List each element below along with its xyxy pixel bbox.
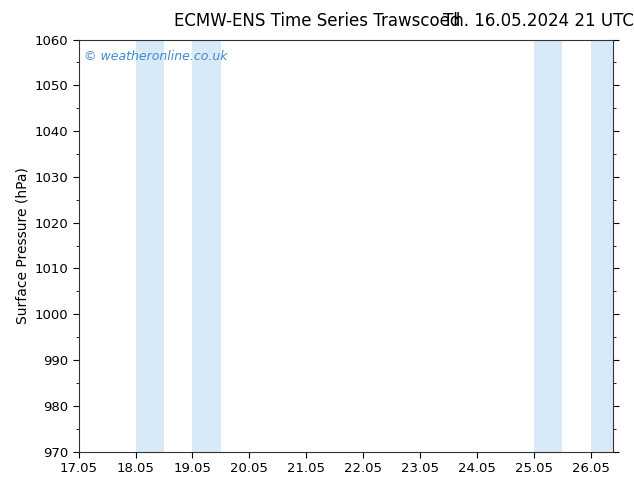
Text: © weatheronline.co.uk: © weatheronline.co.uk — [84, 50, 228, 63]
Text: Th. 16.05.2024 21 UTC: Th. 16.05.2024 21 UTC — [443, 12, 634, 30]
Y-axis label: Surface Pressure (hPa): Surface Pressure (hPa) — [15, 167, 29, 324]
Bar — [534, 40, 562, 452]
Text: ECMW-ENS Time Series Trawscoed: ECMW-ENS Time Series Trawscoed — [174, 12, 460, 30]
Bar — [193, 40, 221, 452]
Bar — [591, 40, 614, 452]
Bar — [136, 40, 164, 452]
